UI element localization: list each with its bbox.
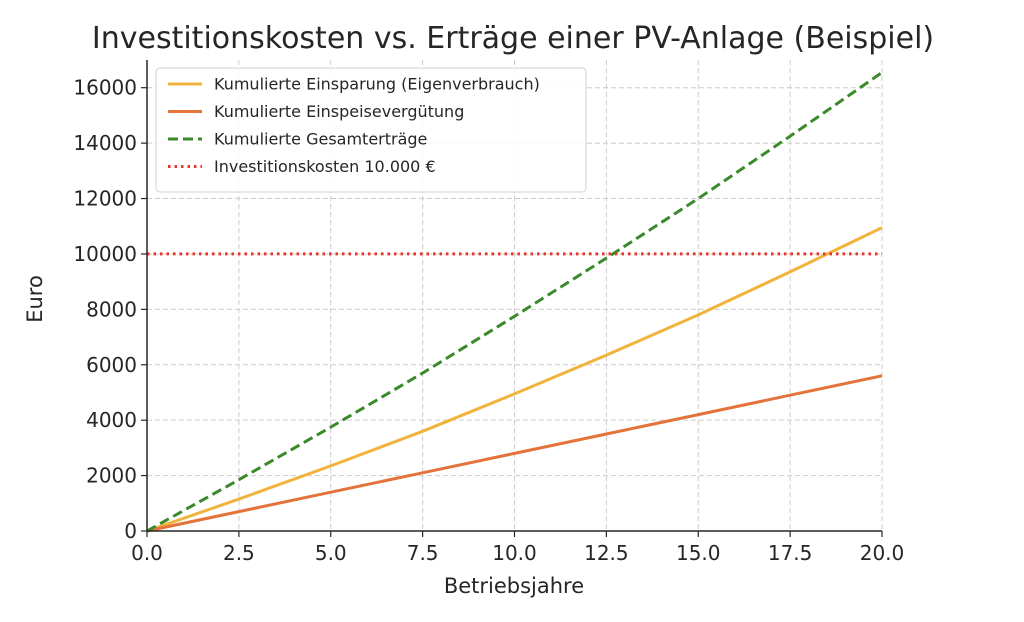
- x-tick-label: 12.5: [584, 541, 629, 565]
- x-tick-label: 5.0: [315, 541, 347, 565]
- legend-label: Investitionskosten 10.000 €: [214, 157, 436, 176]
- legend-label: Kumulierte Gesamterträge: [214, 130, 427, 149]
- y-tick-label: 6000: [86, 353, 137, 377]
- x-tick-label: 17.5: [768, 541, 813, 565]
- series-lines: [146, 71, 883, 533]
- y-tick-label: 14000: [73, 131, 137, 155]
- y-tick-label: 16000: [73, 76, 137, 100]
- x-axis-label: Betriebsjahre: [444, 574, 584, 598]
- x-tick-label: 10.0: [492, 541, 537, 565]
- x-tick-label: 15.0: [676, 541, 721, 565]
- series-line: [146, 374, 883, 533]
- y-tick-label: 8000: [86, 297, 137, 321]
- chart-title: Investitionskosten vs. Erträge einer PV-…: [92, 21, 934, 56]
- axes: [141, 60, 883, 537]
- legend-label: Kumulierte Einspeisevergütung: [214, 102, 464, 121]
- y-tick-label: 0: [124, 519, 137, 543]
- tick-labels: 0.0 2.5 5.0 7.5 10.0 12.5 15.0 17.5 20.0 0 2000 400…: [73, 76, 904, 565]
- y-axis-label: Euro: [23, 275, 47, 323]
- legend-label: Kumulierte Einsparung (Eigenverbrauch): [214, 75, 540, 94]
- y-tick-label: 2000: [86, 464, 137, 488]
- y-tick-label: 12000: [73, 187, 137, 211]
- series-line: [146, 226, 883, 533]
- y-tick-label: 10000: [73, 242, 137, 266]
- x-tick-label: 0.0: [131, 541, 163, 565]
- y-tick-label: 4000: [86, 408, 137, 432]
- x-tick-label: 20.0: [860, 541, 905, 565]
- x-tick-label: 7.5: [407, 541, 439, 565]
- x-tick-label: 2.5: [223, 541, 255, 565]
- legend: Kumulierte Einsparung (Eigenverbrauch) Ku…: [155, 67, 587, 193]
- series-line: [146, 71, 883, 533]
- legend-box: [155, 67, 587, 193]
